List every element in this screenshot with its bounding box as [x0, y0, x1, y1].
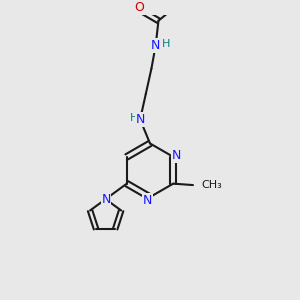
Text: N: N [135, 113, 145, 126]
Text: H: H [162, 39, 171, 49]
Text: N: N [172, 149, 181, 162]
Text: H: H [130, 113, 138, 123]
Text: CH₃: CH₃ [201, 180, 222, 190]
Text: O: O [134, 2, 144, 14]
Text: N: N [143, 194, 152, 207]
Text: N: N [151, 39, 160, 52]
Text: N: N [101, 193, 111, 206]
